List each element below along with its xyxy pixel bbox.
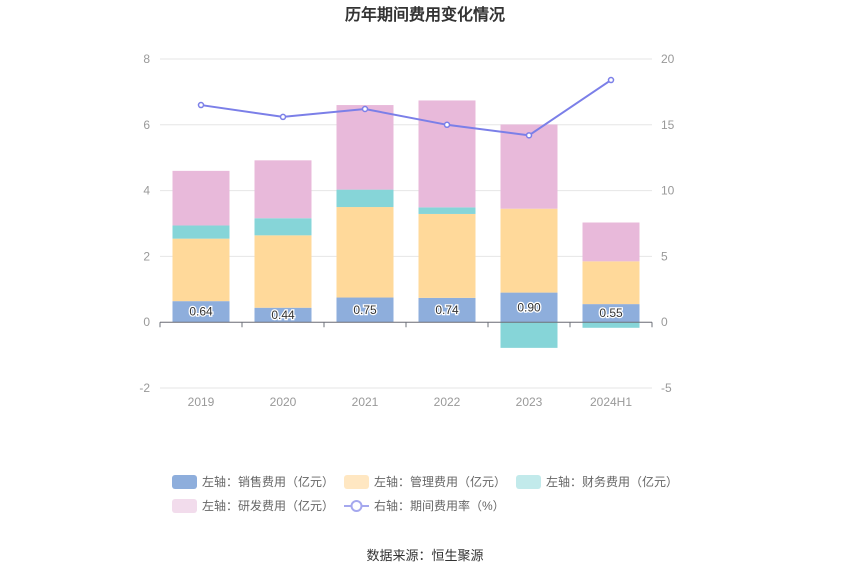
bar-segment <box>336 105 394 190</box>
legend-label: 左轴：管理费用（亿元） <box>374 474 506 489</box>
bar-segment <box>254 235 312 308</box>
right-tick-label: 15 <box>661 118 675 132</box>
bar-data-label: 0.90 <box>517 300 541 314</box>
legend-item: 左轴：销售费用（亿元） <box>172 474 334 489</box>
left-tick-label: 8 <box>143 52 150 66</box>
right-tick-label: 5 <box>661 249 668 263</box>
bar-labels: 0.64 0.44 0.75 0.74 0.90 0.55 <box>188 299 624 323</box>
bar-segment <box>500 322 558 348</box>
bar-segment <box>418 100 476 208</box>
legend-item: 左轴：研发费用（亿元） <box>172 498 334 513</box>
legend-item: 左轴：财务费用（亿元） <box>516 474 678 489</box>
expense-rate-line <box>197 76 615 139</box>
bar-segment <box>336 189 394 208</box>
bar-segment <box>254 218 312 236</box>
legend-label: 右轴：期间费用率（%） <box>374 498 505 513</box>
bar-segment <box>418 297 476 323</box>
legend: 左轴：销售费用（亿元） 左轴：管理费用（亿元） 左轴：财务费用（亿元） 左轴：研发费用… <box>172 474 678 513</box>
bar-segment <box>172 225 230 239</box>
bar-data-label: 0.44 <box>271 308 295 322</box>
x-axis-labels: 2019 2020 2021 2022 2023 2024H1 <box>188 395 633 409</box>
x-tick-label: 2019 <box>188 395 215 409</box>
bar-data-label: 0.55 <box>599 306 623 320</box>
rate-line <box>200 79 612 137</box>
rate-point <box>197 101 205 109</box>
left-tick-label: -2 <box>139 381 150 395</box>
rate-point <box>607 76 615 84</box>
legend-marker <box>350 500 363 512</box>
bars <box>172 100 640 348</box>
bar-segment <box>500 292 558 323</box>
rate-point <box>443 121 451 129</box>
left-tick-label: 6 <box>143 118 150 132</box>
bar-segment <box>418 207 476 214</box>
rate-point <box>361 105 369 113</box>
bar-segment <box>500 208 558 293</box>
x-tick-label: 2024H1 <box>590 395 632 409</box>
bar-segment <box>582 222 640 262</box>
x-tick-label: 2020 <box>270 395 297 409</box>
right-tick-label: 20 <box>661 52 675 66</box>
right-axis: -5 0 5 10 15 20 <box>661 52 675 395</box>
x-tick-label: 2023 <box>516 395 543 409</box>
legend-label: 左轴：销售费用（亿元） <box>202 474 334 489</box>
legend-item: 左轴：管理费用（亿元） <box>344 474 506 489</box>
data-source: 数据来源：恒生聚源 <box>366 548 483 563</box>
x-tick-label: 2021 <box>352 395 379 409</box>
legend-label: 左轴：财务费用（亿元） <box>546 474 678 489</box>
legend-item: 右轴：期间费用率（%） <box>344 498 505 513</box>
left-tick-label: 4 <box>143 184 150 198</box>
gridlines <box>160 58 652 389</box>
rate-point <box>525 132 533 139</box>
bar-segment <box>582 261 640 305</box>
bar-segment <box>418 213 476 298</box>
bar-segment <box>582 304 640 323</box>
chart-title: 历年期间费用变化情况 <box>345 5 505 24</box>
rate-point <box>279 113 287 121</box>
legend-swatch <box>172 475 197 489</box>
bar-segment <box>254 307 312 323</box>
bar-data-label: 0.74 <box>435 303 459 317</box>
right-tick-label: -5 <box>661 381 672 395</box>
left-tick-label: 0 <box>143 315 150 329</box>
bar-segment <box>172 170 230 226</box>
bar-segment <box>254 160 312 219</box>
left-axis: -2 0 2 4 6 8 <box>139 52 150 395</box>
bar-segment <box>582 322 640 328</box>
right-tick-label: 0 <box>661 315 668 329</box>
bar-segment <box>172 301 230 323</box>
right-tick-label: 10 <box>661 184 675 198</box>
x-tick-label: 2022 <box>434 395 461 409</box>
legend-swatch <box>344 475 369 489</box>
legend-swatch <box>516 475 541 489</box>
bar-segment <box>172 238 230 302</box>
bar-data-label: 0.64 <box>189 305 213 319</box>
legend-swatch <box>172 499 197 513</box>
left-tick-label: 2 <box>143 249 150 263</box>
zero-axis <box>159 321 653 328</box>
bar-segment <box>336 297 394 323</box>
bar-segment <box>336 207 394 298</box>
legend-label: 左轴：研发费用（亿元） <box>202 498 334 513</box>
bar-data-label: 0.75 <box>353 303 377 317</box>
